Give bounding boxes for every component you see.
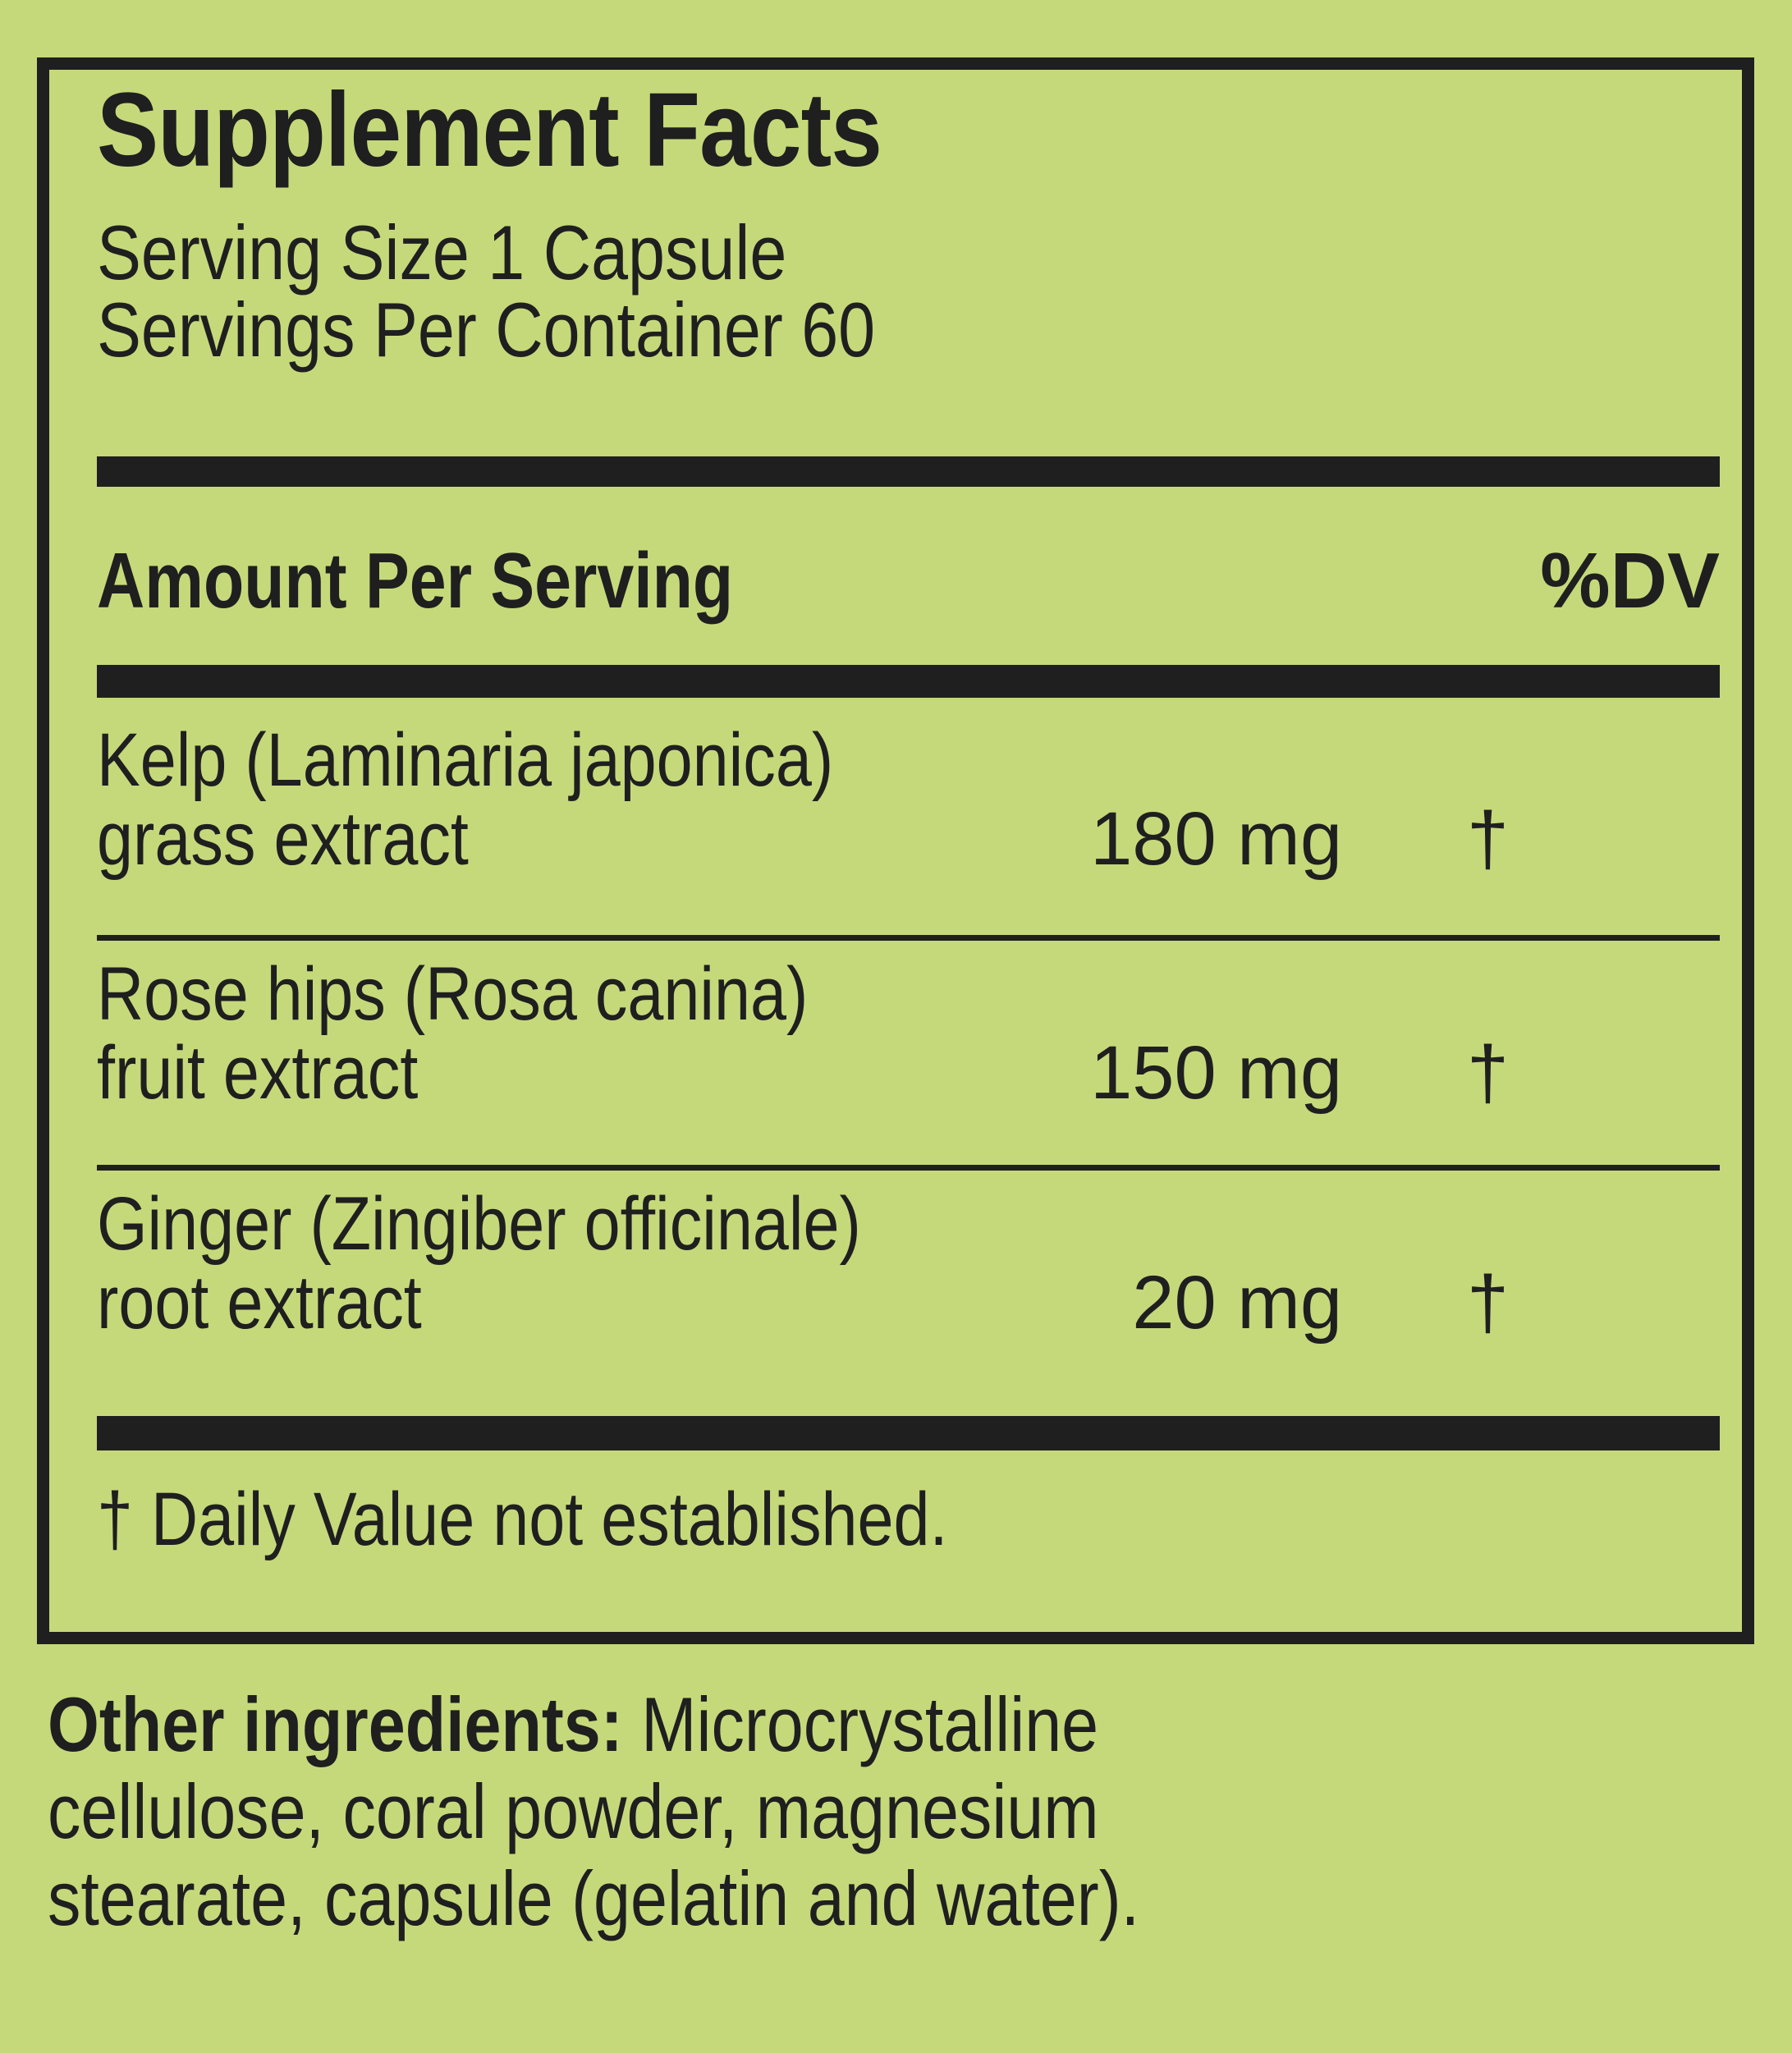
other-ingredients-text-1: Microcrystalline [622,1681,1099,1767]
ingredient-part: root extract [97,1261,422,1345]
ingredient-part: fruit extract [97,1031,419,1115]
ingredient-amount: 150 mg [1090,1031,1342,1115]
rule-thick-under-header [97,665,1720,698]
table-row: Kelp (Laminaria japonica) grass extract … [97,722,1720,934]
ingredient-amount: 180 mg [1090,797,1342,881]
ingredient-daily-value: † [1466,1031,1509,1115]
serving-size-text: Serving Size 1 Capsule [97,209,787,296]
panel-inner-content: Supplement Facts Serving Size 1 Capsule … [97,70,1720,1632]
table-row: Ginger (Zingiber officinale) root extrac… [97,1186,1720,1398]
amount-per-serving-label: Amount Per Serving [97,537,734,625]
rule-thick-top [97,456,1720,487]
page-title: Supplement Facts [97,71,882,189]
supplement-facts-panel: Supplement Facts Serving Size 1 Capsule … [37,57,1754,1644]
percent-dv-label: %DV [1540,537,1720,625]
ingredient-amount: 20 mg [1132,1261,1342,1345]
other-ingredients-line-2: cellulose, coral powder, magnesium [48,1768,1099,1854]
other-ingredients-label: Other ingredients: [48,1681,623,1767]
table-row: Rose hips (Rosa canina) fruit extract 15… [97,956,1720,1168]
rule-thin-row-2 [97,1165,1720,1171]
daily-value-footnote: † Daily Value not established. [97,1478,948,1561]
ingredient-name: Kelp (Laminaria japonica) [97,718,834,802]
ingredient-part: grass extract [97,797,469,881]
other-ingredients-block: Other ingredients: Microcrystalline cell… [48,1681,1689,1942]
other-ingredients-line-3: stearate, capsule (gelatin and water). [48,1855,1140,1941]
rule-thin-row-1 [97,935,1720,941]
servings-per-container-text: Servings Per Container 60 [97,286,876,373]
ingredient-daily-value: † [1466,797,1509,881]
ingredient-daily-value: † [1466,1261,1509,1345]
amount-per-serving-header-row: Amount Per Serving %DV [97,542,1720,640]
rule-thick-bottom [97,1416,1720,1450]
other-ingredients-line-1: Other ingredients: Microcrystalline [48,1681,1460,1768]
ingredient-name: Rose hips (Rosa canina) [97,952,809,1036]
ingredient-name: Ginger (Zingiber officinale) [97,1182,861,1266]
